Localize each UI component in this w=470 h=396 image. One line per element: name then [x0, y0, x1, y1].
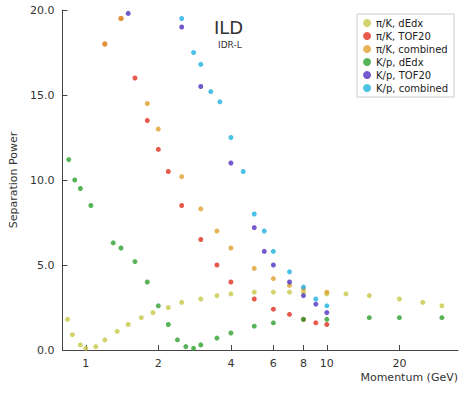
svg-text:10.0: 10.0 [30, 174, 55, 187]
svg-text:10: 10 [320, 357, 334, 370]
svg-text:1: 1 [82, 357, 89, 370]
svg-text:Momentum (GeV): Momentum (GeV) [360, 371, 458, 384]
svg-text:ILD: ILD [214, 17, 243, 38]
svg-text:20.0: 20.0 [30, 4, 55, 17]
svg-text:8: 8 [300, 357, 307, 370]
svg-text:K/p, combined: K/p, combined [376, 83, 448, 94]
svg-text:K/p, dEdx: K/p, dEdx [376, 57, 424, 68]
svg-text:Separation Power: Separation Power [7, 131, 20, 228]
svg-text:IDR-L: IDR-L [218, 40, 242, 50]
svg-text:π/K, TOF20: π/K, TOF20 [376, 31, 431, 42]
svg-text:0.0: 0.0 [37, 344, 55, 357]
svg-text:π/K, combined: π/K, combined [376, 44, 448, 55]
svg-text:5.0: 5.0 [37, 259, 55, 272]
svg-text:π/K, dEdx: π/K, dEdx [376, 18, 423, 29]
svg-text:15.0: 15.0 [30, 89, 55, 102]
svg-text:4: 4 [227, 357, 234, 370]
svg-text:6: 6 [270, 357, 277, 370]
svg-text:K/p, TOF20: K/p, TOF20 [376, 70, 431, 81]
svg-text:20: 20 [392, 357, 406, 370]
svg-text:2: 2 [155, 357, 162, 370]
